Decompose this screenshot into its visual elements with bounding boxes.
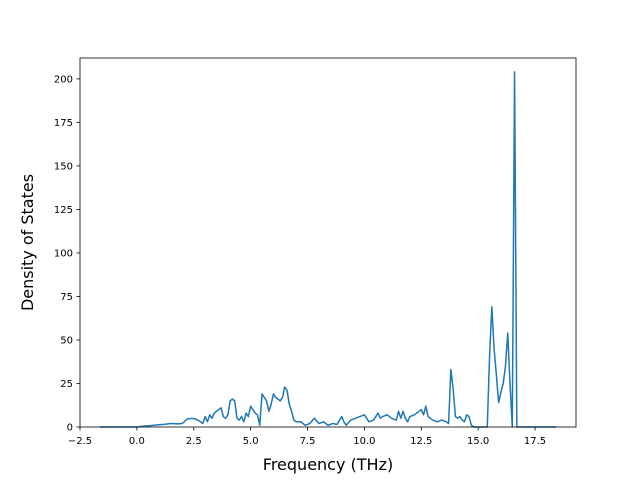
x-tick-label: 7.5 [300,436,316,447]
x-tick-label: 2.5 [186,436,202,447]
x-tick-label: 17.5 [524,436,546,447]
dos-series-line [99,71,557,428]
x-tick-label: 10.0 [353,436,375,447]
y-tick-label: 25 [60,379,73,390]
x-tick-label: 15.0 [467,436,489,447]
x-tick-label: 5.0 [243,436,259,447]
y-tick-label: 0 [67,423,73,434]
y-tick-label: 150 [54,162,73,173]
y-tick-label: 100 [54,249,73,260]
y-tick-label: 50 [60,336,73,347]
y-tick-label: 175 [54,118,73,129]
y-axis-label: Density of States [18,174,37,311]
y-tick-label: 125 [54,205,73,216]
y-tick-label: 75 [60,292,73,303]
x-tick-label: −2.5 [68,436,92,447]
x-axis-label: Frequency (THz) [263,455,393,474]
plot-frame [79,57,577,428]
y-tick-label: 200 [54,74,73,85]
x-tick-label: 12.5 [410,436,432,447]
series-layer [99,71,557,428]
ticks-layer: −2.5 0.0 2.5 5.0 7.5 10.0 12.5 15.0 17.5 0 25 50 75 1… [54,74,546,447]
x-tick-label: 0.0 [129,436,145,447]
